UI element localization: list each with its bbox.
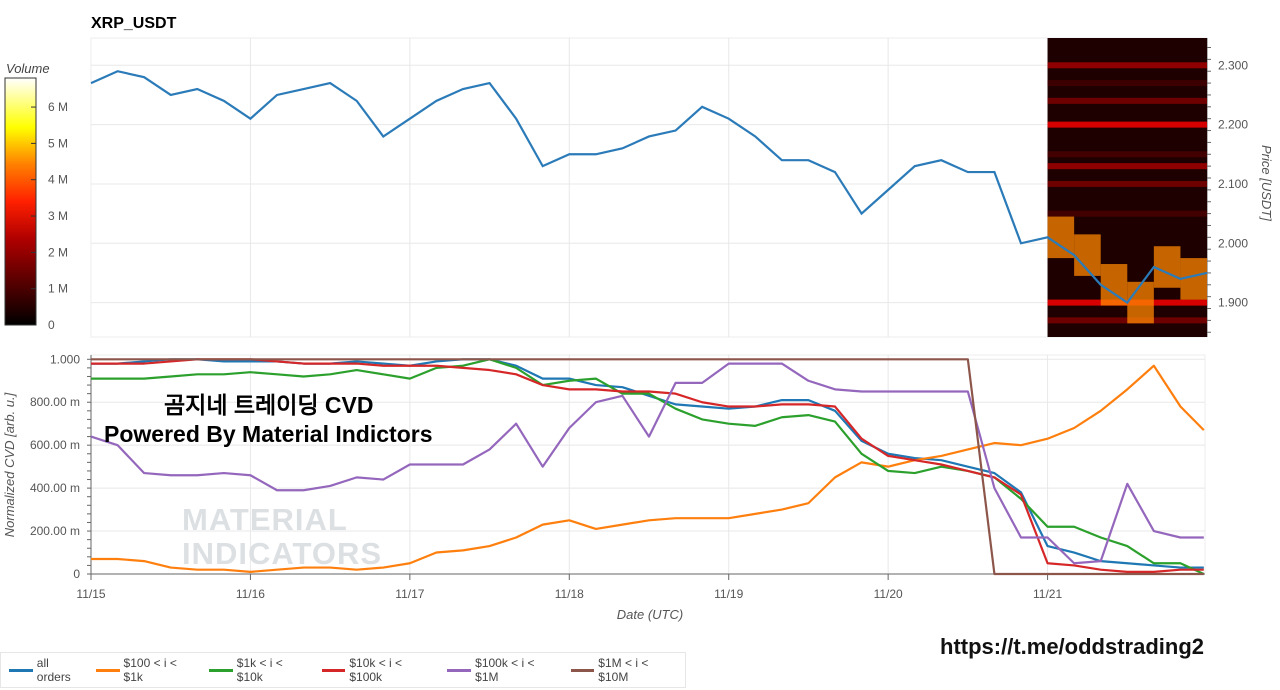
cvd-series-line-4	[90, 362, 1204, 565]
cvd-tick-label: 0	[73, 567, 80, 581]
x-axis-label: Date (UTC)	[617, 607, 683, 622]
heatmap-level-band	[1047, 317, 1207, 324]
legend: all orders $100 < i < $1k $1k < i < $10k $1…	[0, 652, 686, 688]
chart-title: XRP_USDT	[91, 15, 177, 32]
legend-label: $100 < i < $1k	[123, 656, 177, 684]
legend-swatch	[447, 668, 472, 672]
volume-colorbar: Volume 0 1 M 2 M 3 M 4 M 5 M 6 M	[4, 61, 68, 332]
heatmap-level-band	[1047, 210, 1207, 217]
colorbar-tick-label: 5 M	[48, 136, 68, 150]
price-plot-area	[90, 37, 1208, 338]
price-axis-label: Price [USDT]	[1259, 145, 1274, 221]
price-chart: XRP_USDT 1.900 2.000 2.100 2.200 2.300 Price […	[90, 15, 1274, 338]
legend-item[interactable]: $1M < i < $10M	[570, 656, 682, 684]
channel-url[interactable]: https://t.me/oddstrading2	[940, 634, 1204, 659]
heatmap-level-band	[1047, 62, 1207, 69]
heatmap-level-band	[1047, 97, 1207, 104]
colorbar-gradient	[4, 77, 37, 326]
legend-label: $100k < i < $1M	[475, 656, 535, 684]
cvd-tick-label: 800.00 m	[30, 395, 80, 409]
x-tick-label: 11/20	[874, 587, 903, 601]
price-tick-label: 2.100	[1218, 177, 1248, 191]
legend-label: $1k < i < $10k	[236, 656, 283, 684]
overlay-title: 곰지네 트레이딩 CVD	[164, 392, 374, 418]
colorbar-tick-label: 0	[48, 318, 55, 332]
price-tick-label: 2.200	[1218, 118, 1248, 132]
legend-label: all orders	[36, 656, 71, 684]
cvd-series-line-3	[91, 358, 1204, 573]
legend-label: $1M < i < $10M	[598, 656, 649, 684]
cvd-series-line-5	[91, 358, 1204, 576]
x-tick-label: 11/15	[76, 587, 105, 601]
legend-swatch	[9, 668, 33, 672]
legend-swatch	[95, 668, 120, 672]
cvd-series-line-1	[91, 364, 1205, 573]
colorbar-tick-label: 3 M	[48, 209, 68, 223]
cvd-tick-label: 200.00 m	[30, 524, 80, 538]
x-tick-label: 11/17	[395, 587, 424, 601]
legend-item[interactable]: all orders	[9, 656, 86, 684]
cvd-axis-label: Normalized CVD [arb. u.]	[2, 392, 17, 537]
legend-swatch	[208, 668, 233, 672]
heatmap-cell	[1127, 281, 1154, 324]
x-tick-label: 11/19	[714, 587, 743, 601]
cvd-tick-label: 400.00 m	[30, 481, 80, 495]
legend-label: $10k < i < $100k	[349, 656, 403, 684]
watermark-logo: MATERIAL INDICATORS	[182, 502, 383, 571]
heatmap-level-band	[1047, 151, 1207, 158]
colorbar-tick-label: 1 M	[48, 282, 68, 296]
colorbar-tick-label: 6 M	[48, 100, 68, 114]
heatmap-cell	[1153, 246, 1181, 288]
price-tick-label: 2.300	[1218, 58, 1248, 72]
heatmap-level-band	[1047, 163, 1207, 170]
x-tick-label: 11/16	[236, 587, 265, 601]
colorbar-tick-label: 2 M	[48, 245, 68, 259]
cvd-tick-label: 600.00 m	[30, 438, 80, 452]
legend-swatch	[321, 668, 346, 672]
legend-item[interactable]: $100k < i < $1M	[447, 656, 560, 684]
legend-item[interactable]: $100 < i < $1k	[95, 656, 199, 684]
x-tick-label: 11/18	[555, 587, 584, 601]
price-tick-label: 2.000	[1218, 236, 1248, 250]
cvd-chart: 0 200.00 m 400.00 m 600.00 m 800.00 m 1.000 11…	[2, 352, 1206, 622]
cvd-tick-label: 1.000	[50, 352, 80, 366]
price-line	[90, 70, 1208, 305]
x-tick-label: 11/21	[1033, 587, 1062, 601]
legend-item[interactable]: $10k < i < $100k	[321, 656, 438, 684]
colorbar-tick-label: 4 M	[48, 173, 68, 187]
legend-swatch	[570, 668, 595, 672]
heatmap-level-band	[1047, 80, 1207, 87]
heatmap-level-band	[1047, 121, 1207, 128]
heatmap-level-band	[1047, 180, 1207, 187]
cvd-series-line-2	[91, 358, 1205, 575]
price-tick-label: 1.900	[1218, 296, 1248, 310]
overlay-subtitle: Powered By Material Indictors	[104, 421, 433, 447]
colorbar-label: Volume	[6, 61, 50, 76]
legend-item[interactable]: $1k < i < $10k	[208, 656, 312, 684]
